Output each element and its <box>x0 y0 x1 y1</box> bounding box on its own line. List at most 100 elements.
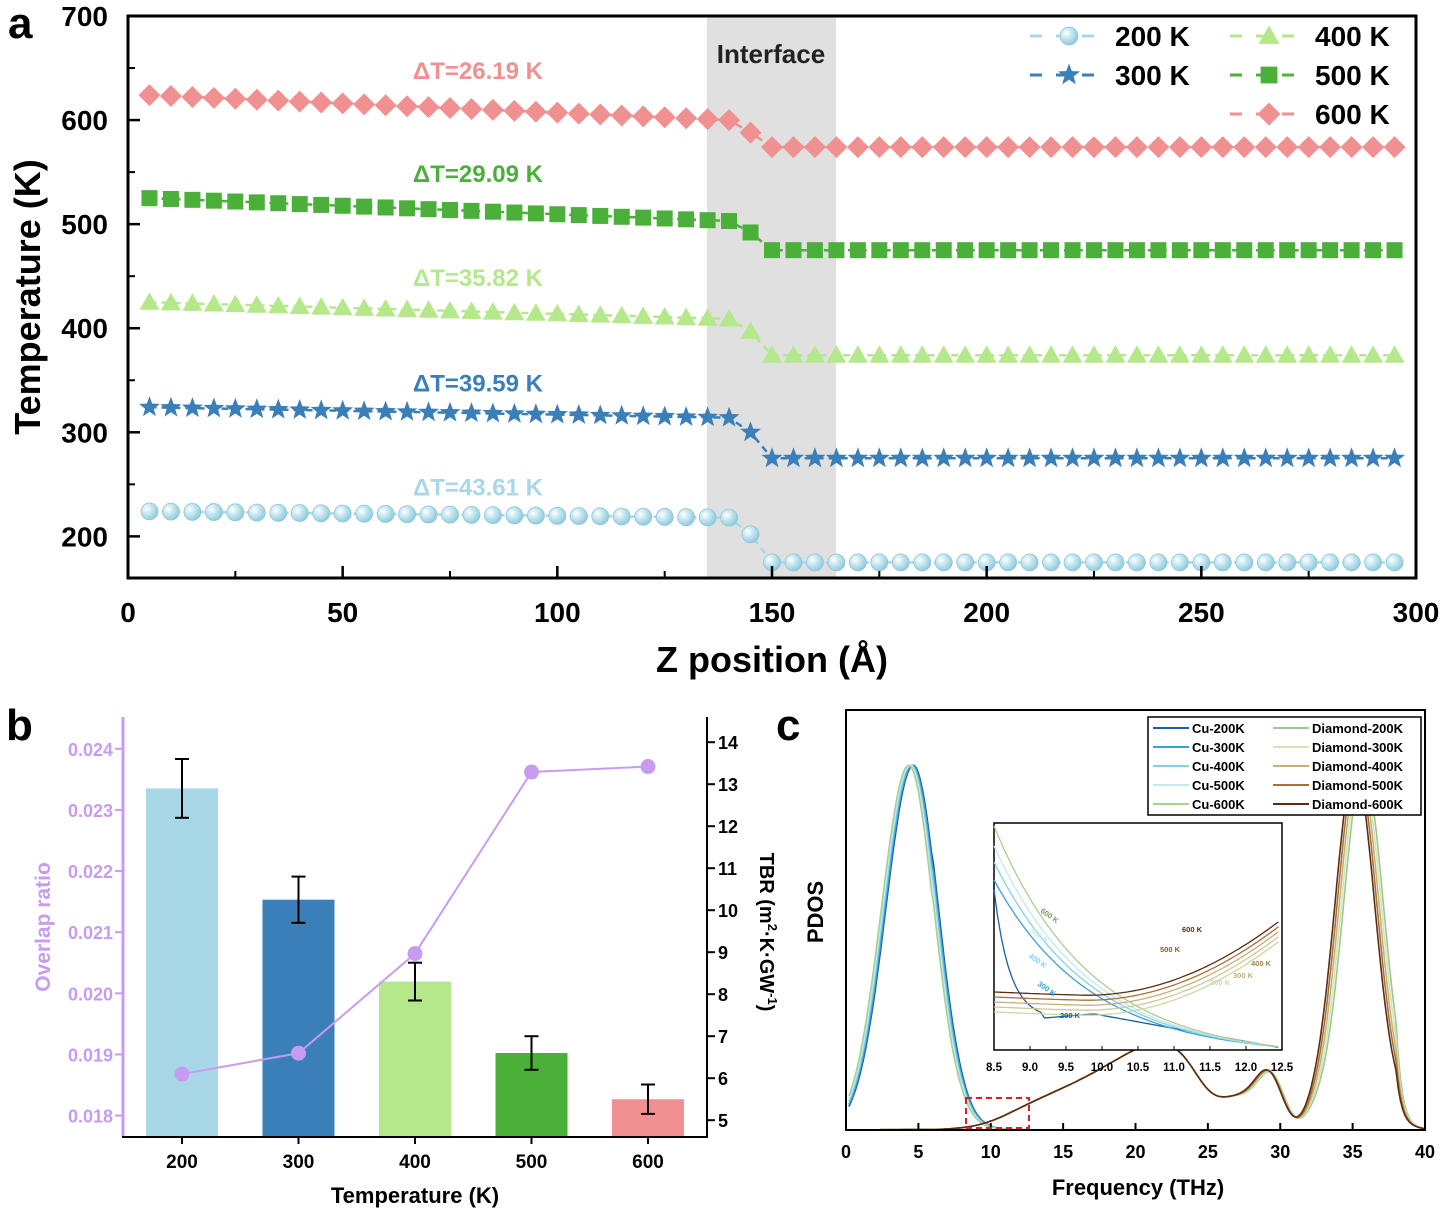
panel-c-legend-item-Cu-300K: Cu-300K <box>1153 740 1245 755</box>
panel-a-point <box>354 298 375 316</box>
panel-a-point <box>612 507 631 526</box>
panel-a-point <box>783 447 804 468</box>
panel-c-x-tick-label: 15 <box>1053 1142 1073 1162</box>
panel-a-point <box>267 398 289 419</box>
panel-c-inset-diamond-curve <box>993 931 1279 1006</box>
panel-a-point <box>224 87 247 110</box>
panel-a-point <box>678 211 695 228</box>
panel-c-zoom-box <box>965 1097 1030 1129</box>
panel-a-point <box>891 553 910 572</box>
panel-a-point <box>914 242 931 259</box>
panel-a-point <box>1148 345 1169 363</box>
panel-a-point <box>1257 242 1274 259</box>
panel-a-legend-label: 200 K <box>1115 21 1190 52</box>
panel-c-inset-diamond-curve <box>993 926 1279 1001</box>
panel-a-point <box>1083 136 1105 159</box>
panel-c-legend-label: Diamond-300K <box>1312 740 1404 755</box>
panel-c-legend-label: Diamond-600K <box>1312 797 1404 812</box>
panel-a-point <box>1107 242 1124 259</box>
panel-a-point <box>719 308 740 327</box>
panel-a-point <box>1085 553 1103 572</box>
panel-a-point <box>418 401 439 422</box>
panel-a-point <box>204 503 223 521</box>
panel-a-x-tick-label: 250 <box>1178 597 1225 628</box>
panel-a-point <box>804 447 826 468</box>
panel-a-point <box>589 103 612 126</box>
panel-a-point <box>245 88 268 111</box>
panel-c-inset-diamond-label: 600 K <box>1182 925 1203 934</box>
panel-a-point <box>396 95 419 118</box>
panel-a-point <box>954 447 976 468</box>
panel-a-point <box>1041 345 1062 363</box>
panel-a-point <box>227 193 244 210</box>
panel-a-point <box>1147 447 1169 468</box>
panel-a-point <box>1212 345 1233 363</box>
panel-c-inset-diamond-curve <box>993 936 1279 1011</box>
panel-a-point <box>718 406 740 427</box>
panel-a-point <box>871 242 888 259</box>
panel-a-legend-marker <box>1257 102 1281 126</box>
panel-a-point <box>1083 447 1105 468</box>
panel-c-legend-item-Cu-400K: Cu-400K <box>1153 759 1245 774</box>
panel-a-point <box>784 553 803 572</box>
panel-a-point <box>375 400 397 421</box>
panel-a-point <box>1125 136 1148 159</box>
panel-a-point <box>138 84 161 107</box>
panel-b-left-tick-label: 0.018 <box>68 1107 113 1127</box>
panel-a-point <box>440 300 460 319</box>
panel-a-point <box>1126 345 1147 363</box>
panel-a-point <box>139 396 160 417</box>
panel-a-legend-marker <box>1059 26 1079 46</box>
panel-a-series-300K <box>139 396 1405 468</box>
panel-a-point <box>184 191 201 208</box>
panel-a-y-tick-label: 500 <box>61 209 108 240</box>
panel-a-point <box>548 506 567 525</box>
panel-a-point <box>1277 345 1298 363</box>
panel-b-x-tick-label: 200 <box>166 1152 198 1173</box>
panel-a-point <box>721 213 738 230</box>
panel-a-point <box>935 242 952 259</box>
panel-a-x-tick-label: 300 <box>1393 597 1440 628</box>
panel-a-point <box>633 306 654 324</box>
panel-b-error-bar <box>175 758 189 819</box>
panel-a-point <box>289 399 311 419</box>
panel-a-point <box>355 504 374 523</box>
panel-a-point <box>632 405 654 426</box>
panel-a-point <box>1341 447 1363 468</box>
panel-a-point <box>955 345 976 363</box>
panel-b-bar-400 <box>379 981 451 1137</box>
panel-a-legend-item-300K: 300 K <box>1030 60 1190 91</box>
panel-a-point <box>334 197 351 214</box>
panel-a-point <box>825 136 848 159</box>
panel-c-inset-x-tick-label: 10.5 <box>1127 1062 1150 1074</box>
panel-a-point <box>676 307 697 326</box>
panel-a-point <box>506 204 523 221</box>
panel-a-point <box>806 242 823 259</box>
panel-c-legend-label: Cu-600K <box>1192 797 1245 812</box>
panel-a-point <box>589 404 611 425</box>
panel-a-point <box>224 397 246 418</box>
panel-b-right-tick-label: 5 <box>718 1111 728 1131</box>
panel-c-legend-item-Diamond-200K: Diamond-200K <box>1273 721 1404 736</box>
panel-a-point <box>611 305 632 324</box>
panel-a-point <box>634 507 653 526</box>
panel-a-point <box>846 136 869 159</box>
panel-a-point <box>1084 345 1104 363</box>
panel-a-point <box>1019 447 1041 468</box>
panel-a-point <box>698 508 717 527</box>
panel-a-point <box>890 345 911 363</box>
panel-a-dt-label: ΔT=26.19 K <box>413 58 544 85</box>
panel-a-point <box>954 136 977 159</box>
panel-a-point <box>911 447 933 468</box>
panel-a-point <box>567 102 590 125</box>
panel-a-legend-label: 400 K <box>1315 21 1390 52</box>
panel-c-legend-label: Diamond-400K <box>1312 759 1404 774</box>
panel-a-point <box>288 90 311 113</box>
panel-a-point <box>1236 242 1253 259</box>
panel-a-point <box>1019 345 1040 363</box>
panel-a-point <box>632 105 655 128</box>
panel-a-point <box>868 447 890 468</box>
panel-a-point <box>1126 447 1148 468</box>
panel-c-inset-diamond-label: 300 K <box>1233 971 1254 980</box>
panel-b-right-tick-label: 7 <box>718 1027 728 1047</box>
